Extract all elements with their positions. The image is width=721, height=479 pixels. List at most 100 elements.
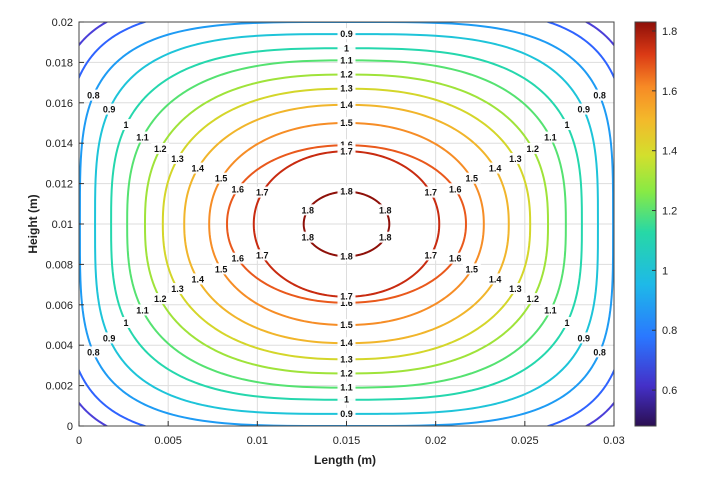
contour-label: 1.6 (231, 184, 244, 194)
contour-label-bg (523, 142, 542, 154)
contour-label: 1.8 (340, 187, 353, 197)
contour-label: 1.1 (544, 133, 557, 143)
x-tick-label: 0 (76, 435, 82, 447)
contour-label-bg (446, 183, 465, 195)
contour-label: 1.6 (449, 254, 462, 264)
y-tick-label: 0.018 (45, 57, 73, 69)
axes: 0 0.005 0.01 0.015 0.02 0.025 0.0300.0020.0040… (45, 17, 624, 447)
contour-label-bg (337, 407, 356, 419)
contour-label: 1.6 (340, 140, 353, 150)
contour-label-bg (541, 131, 560, 143)
contour-label-bg (117, 119, 136, 131)
x-tick-label: 0.01 (247, 435, 268, 447)
contour-label: 1 (124, 120, 129, 130)
x-tick-label: 0.02 (425, 435, 446, 447)
contour-label: 1.3 (340, 84, 353, 94)
contour-label-bg (337, 367, 356, 379)
contour-label-bg (337, 145, 356, 157)
contour-label: 0.8 (87, 91, 100, 101)
contour-label: 0.9 (578, 105, 591, 115)
contour-line (126, 59, 567, 389)
contour-label-bg (337, 117, 356, 128)
contour-labels: 0.80.80.8 0.80.90.90.90.90.90.91111111.11… (84, 28, 609, 419)
contour-label: 1.3 (171, 154, 184, 164)
contour-label-bg (557, 316, 576, 328)
contour-label: 1.4 (192, 274, 205, 284)
contour-label-bg (462, 263, 481, 275)
y-tick-label: 0.02 (52, 17, 73, 29)
contour-label-bg (506, 152, 525, 164)
contour-label: 1.3 (340, 354, 353, 364)
contour-label: 1 (344, 395, 349, 405)
contour-label-bg (151, 142, 170, 154)
contour-label-bg (557, 119, 576, 131)
contour-label: 1.2 (340, 368, 353, 378)
y-tick-label: 0.004 (45, 340, 73, 352)
contour-label: 1.1 (544, 305, 557, 315)
colorbar-tick-label: 0.8 (662, 325, 677, 337)
contour-label-bg (486, 162, 505, 174)
contour-label-bg (212, 172, 231, 184)
colorbar: 0.6 0.8 1 1.2 1.4 1.6 1.8 (634, 21, 677, 427)
contour-label-bg (337, 54, 356, 66)
contour-label: 0.9 (103, 105, 116, 115)
contour-label: 1.2 (527, 294, 540, 304)
contour-label: 1.4 (192, 164, 205, 174)
contour-label-bg (376, 204, 395, 216)
contour-label: 1.3 (509, 154, 522, 164)
y-tick-label: 0.01 (52, 219, 73, 231)
contour-label-bg (421, 249, 440, 261)
contour-label-bg (523, 293, 542, 305)
contour-label: 0.8 (87, 347, 100, 357)
contour-label: 1 (344, 43, 349, 53)
x-tick-label: 0.005 (154, 435, 182, 447)
contour-label-bg (133, 131, 152, 143)
y-tick-label: 0 (67, 421, 73, 433)
contour-label: 1.4 (489, 164, 502, 174)
contour-label-bg (337, 337, 356, 349)
contour-label: 1.5 (340, 320, 353, 330)
y-tick-label: 0.006 (45, 300, 73, 312)
contour-line (110, 47, 583, 401)
contour-label: 1.5 (340, 118, 353, 128)
x-axis-label: Length (m) (314, 453, 376, 467)
contour-label-bg (168, 283, 187, 295)
contour-label: 0.9 (578, 333, 591, 343)
contour-label-bg (376, 231, 395, 243)
contour-label-bg (337, 290, 356, 302)
contour-label-bg (188, 162, 207, 174)
contour-label-bg (337, 381, 356, 393)
contour-label-bg (462, 172, 481, 184)
contour-label-bg (590, 346, 609, 358)
contour-label-bg (117, 316, 136, 328)
colorbar-tick-label: 1.6 (662, 86, 677, 98)
x-tick-label: 0.03 (603, 435, 624, 447)
contour-label: 1.2 (154, 144, 167, 154)
contour-label-bg (337, 28, 356, 40)
contour-label-bg (228, 252, 247, 264)
contour-label-bg (337, 42, 356, 54)
contour-label: 1.6 (449, 184, 462, 194)
contour-label: 1 (124, 318, 129, 328)
contour-label-bg (337, 98, 356, 110)
contour-label: 1.7 (256, 188, 269, 198)
contour-label: 1 (564, 318, 569, 328)
colorbar-tick-label: 1.4 (662, 146, 677, 158)
colorbar-tick-label: 1 (662, 265, 668, 277)
contour-label-bg (298, 204, 317, 216)
contour-label-bg (421, 186, 440, 198)
y-tick-label: 0.016 (45, 98, 73, 110)
contour-label: 1.8 (340, 251, 353, 261)
contour-label: 1.1 (340, 383, 353, 393)
y-tick-label: 0.012 (45, 179, 73, 191)
contour-label-bg (212, 263, 231, 275)
contour-label: 1.6 (231, 254, 244, 264)
contour-label: 1.1 (136, 305, 149, 315)
contour-label: 1.6 (340, 298, 353, 308)
contour-label-bg (337, 139, 356, 151)
contour-label: 1.4 (340, 338, 353, 348)
y-tick-label: 0.008 (45, 259, 73, 271)
contour-label: 1 (564, 120, 569, 130)
contour-line (143, 73, 550, 375)
contour-label-bg (298, 231, 317, 243)
